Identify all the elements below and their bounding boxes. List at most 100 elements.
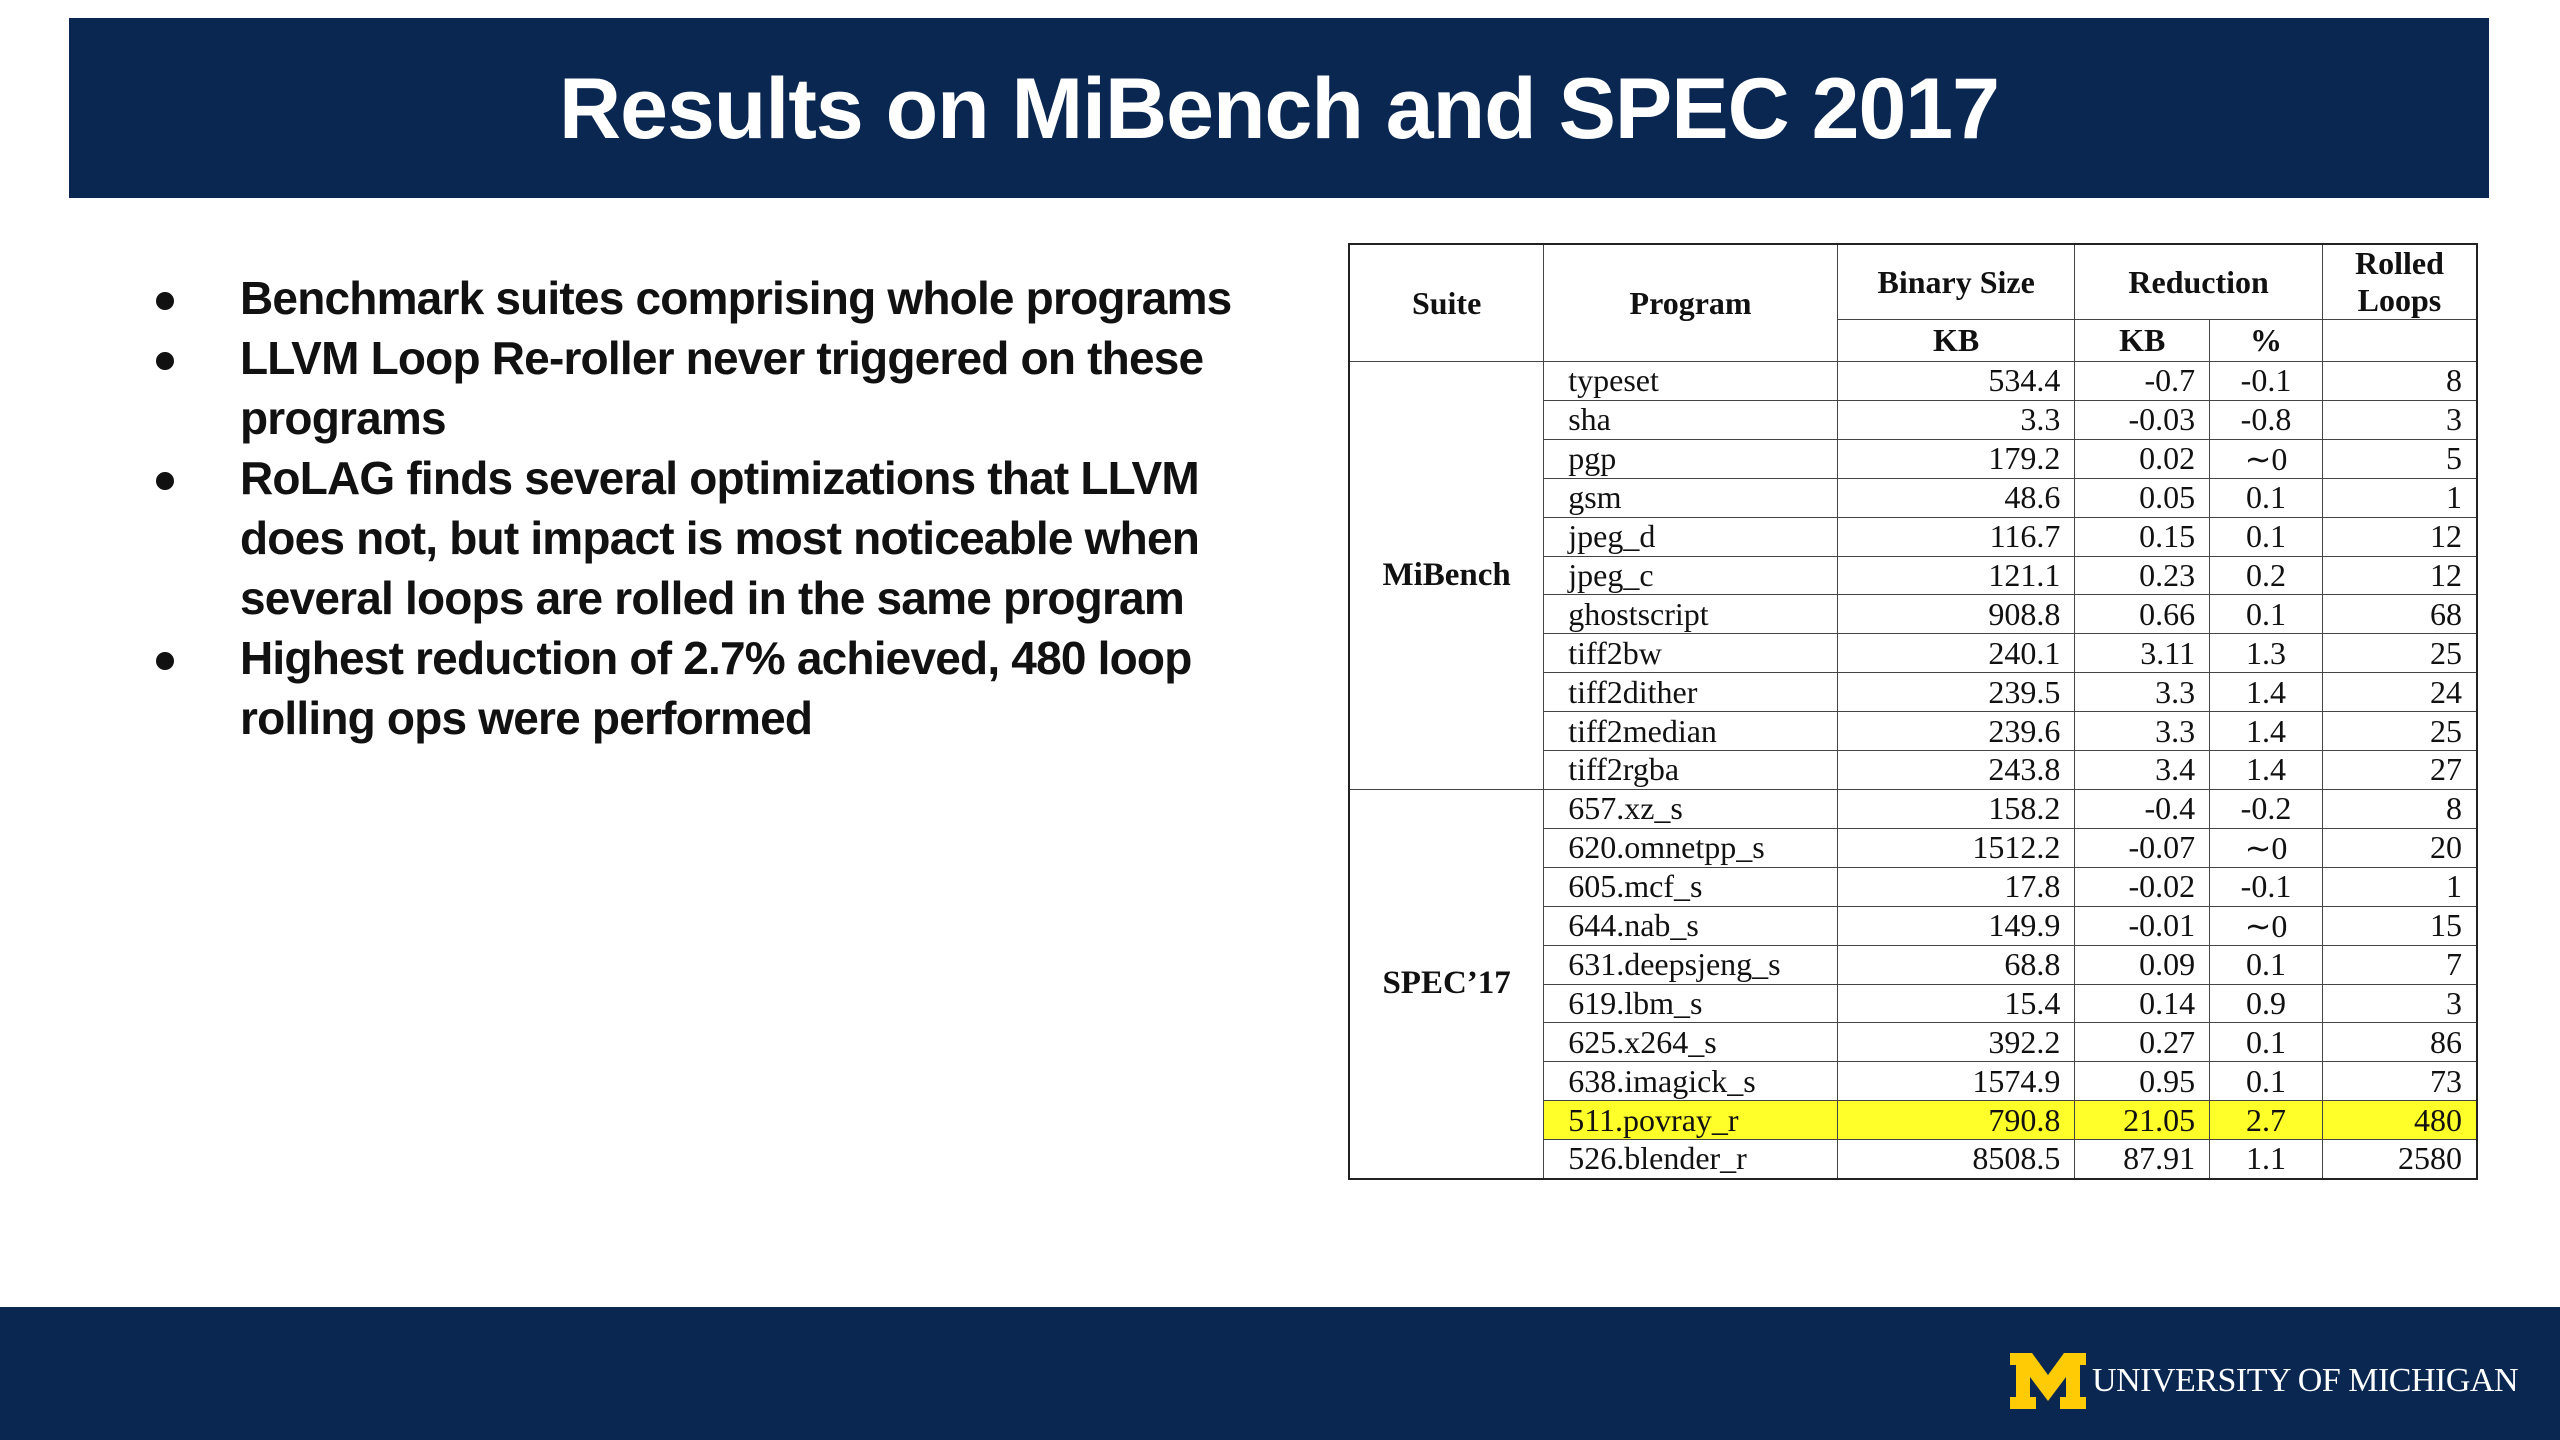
block-m-icon: [2010, 1353, 2087, 1409]
table-row: jpeg_d 116.7 0.15 0.1 12: [1349, 516, 2478, 557]
footer-bar: UNIVERSITY OF MICHIGAN: [0, 1307, 2560, 1440]
program-cell: ghostscript: [1543, 594, 1838, 635]
rolled-loops-cell: 480: [2321, 1100, 2478, 1141]
binary-size-cell: 239.6: [1836, 711, 2076, 752]
table-row: tiff2rgba 243.8 3.4 1.4 27: [1349, 750, 2478, 790]
bullet-dot-icon: [156, 292, 174, 310]
university-logo: UNIVERSITY OF MICHIGAN: [2010, 1353, 2518, 1409]
suite-cell: MiBench: [1348, 361, 1545, 790]
reduction-kb-cell: -0.7: [2074, 361, 2211, 401]
reduction-kb-cell: 0.15: [2074, 516, 2211, 557]
bullet-text: LLVM Loop Re-roller never triggered on t…: [240, 332, 1204, 444]
reduction-pct-cell: 2.7: [2209, 1100, 2323, 1141]
rolled-loops-cell: 15: [2321, 905, 2478, 946]
suite-cell: SPEC’17: [1348, 788, 1545, 1180]
program-cell: tiff2median: [1543, 711, 1838, 752]
binary-size-cell: 15.4: [1836, 983, 2076, 1024]
bullet-item: LLVM Loop Re-roller never triggered on t…: [150, 328, 1260, 448]
reduction-kb-cell: -0.07: [2074, 827, 2211, 868]
program-cell: 638.imagick_s: [1543, 1061, 1838, 1102]
reduction-pct-cell: ∼0: [2209, 905, 2323, 946]
reduction-kb-cell: 0.14: [2074, 983, 2211, 1024]
header-suite: Suite: [1348, 243, 1545, 362]
reduction-kb-cell: 21.05: [2074, 1100, 2211, 1141]
bullet-item: Highest reduction of 2.7% achieved, 480 …: [150, 628, 1260, 748]
binary-size-cell: 534.4: [1836, 361, 2076, 401]
table-body: MiBench typeset 534.4 -0.7 -0.1 8 sha 3.3 -0.03-…: [1348, 361, 2478, 1180]
program-cell: sha: [1543, 399, 1838, 440]
binary-size-cell: 8508.5: [1836, 1139, 2076, 1180]
table-row: SPEC’17 657.xz_s 158.2 -0.4 -0.2 8: [1348, 788, 2478, 1180]
table-row: 644.nab_s 149.9 -0.01 ∼0 15: [1349, 905, 2478, 946]
bullet-item: Benchmark suites comprising whole progra…: [150, 268, 1260, 328]
program-cell: tiff2bw: [1543, 633, 1838, 674]
rolled-loops-cell: 3: [2321, 399, 2478, 440]
binary-size-cell: 179.2: [1836, 438, 2076, 479]
reduction-pct-cell: -0.1: [2209, 361, 2323, 401]
bullet-text: Highest reduction of 2.7% achieved, 480 …: [240, 632, 1192, 744]
table-row: MiBench typeset 534.4 -0.7 -0.1 8: [1348, 361, 2478, 790]
binary-size-cell: 48.6: [1836, 477, 2076, 518]
rolled-loops-cell: 5: [2321, 438, 2478, 479]
program-cell: 511.povray_r: [1543, 1100, 1838, 1141]
header-binary-size: Binary Size: [1836, 243, 2076, 320]
bullet-dot-icon: [156, 472, 174, 490]
rolled-loops-cell: 3: [2321, 983, 2478, 1024]
program-cell: 619.lbm_s: [1543, 983, 1838, 1024]
table-row: tiff2dither 239.5 3.3 1.4 24: [1349, 672, 2478, 713]
program-cell: typeset: [1543, 361, 1838, 401]
reduction-kb-cell: 0.66: [2074, 594, 2211, 635]
reduction-pct-cell: 1.4: [2209, 711, 2323, 752]
bullet-item: RoLAG finds several optimizations that L…: [150, 448, 1260, 628]
results-table: Suite Program Binary Size Reduction Roll…: [1348, 243, 2478, 1180]
program-cell: 644.nab_s: [1543, 905, 1838, 946]
binary-size-cell: 1574.9: [1836, 1061, 2076, 1102]
reduction-kb-cell: 3.3: [2074, 711, 2211, 752]
binary-size-cell: 392.2: [1836, 1022, 2076, 1063]
table-row: 620.omnetpp_s 1512.2 -0.07 ∼0 20: [1349, 827, 2478, 868]
reduction-pct-cell: -0.1: [2209, 866, 2323, 907]
binary-size-cell: 3.3: [1836, 399, 2076, 440]
reduction-pct-cell: 0.1: [2209, 1061, 2323, 1102]
table-row: tiff2bw 240.1 3.11 1.3 25: [1349, 633, 2478, 674]
reduction-kb-cell: -0.03: [2074, 399, 2211, 440]
table-row: tiff2median 239.6 3.3 1.4 25: [1349, 711, 2478, 752]
rolled-loops-cell: 2580: [2321, 1139, 2478, 1180]
rolled-loops-cell: 25: [2321, 711, 2478, 752]
rolled-loops-cell: 27: [2321, 750, 2478, 790]
reduction-kb-cell: 0.02: [2074, 438, 2211, 479]
program-cell: gsm: [1543, 477, 1838, 518]
binary-size-cell: 116.7: [1836, 516, 2076, 557]
reduction-pct-cell: -0.8: [2209, 399, 2323, 440]
reduction-pct-cell: 0.1: [2209, 594, 2323, 635]
binary-size-cell: 68.8: [1836, 944, 2076, 985]
binary-size-cell: 239.5: [1836, 672, 2076, 713]
table-row: 638.imagick_s 1574.9 0.95 0.1 73: [1349, 1061, 2478, 1102]
university-name: UNIVERSITY OF MICHIGAN: [2092, 1362, 2518, 1399]
binary-size-cell: 1512.2: [1836, 827, 2076, 868]
bullet-dot-icon: [156, 352, 174, 370]
binary-size-cell: 908.8: [1836, 594, 2076, 635]
reduction-kb-cell: 3.11: [2074, 633, 2211, 674]
rolled-loops-cell: 8: [2321, 361, 2478, 401]
reduction-kb-cell: -0.4: [2074, 788, 2211, 829]
reduction-kb-cell: 3.4: [2074, 750, 2211, 790]
rolled-loops-cell: 1: [2321, 866, 2478, 907]
program-cell: 631.deepsjeng_s: [1543, 944, 1838, 985]
reduction-kb-cell: 87.91: [2074, 1139, 2211, 1180]
header-loops-label: Loops: [2357, 282, 2442, 318]
reduction-pct-cell: 0.1: [2209, 944, 2323, 985]
table-row: pgp 179.2 0.02 ∼0 5: [1349, 438, 2478, 479]
program-cell: jpeg_c: [1543, 555, 1838, 596]
rolled-loops-cell: 12: [2321, 516, 2478, 557]
program-cell: 657.xz_s: [1543, 788, 1838, 829]
header-reduction: Reduction: [2074, 243, 2323, 320]
reduction-kb-cell: 0.05: [2074, 477, 2211, 518]
reduction-kb-cell: -0.02: [2074, 866, 2211, 907]
program-cell: 620.omnetpp_s: [1543, 827, 1838, 868]
reduction-pct-cell: 1.3: [2209, 633, 2323, 674]
header-program: Program: [1543, 243, 1838, 362]
binary-size-cell: 790.8: [1836, 1100, 2076, 1141]
reduction-kb-cell: 0.27: [2074, 1022, 2211, 1063]
slide-title: Results on MiBench and SPEC 2017: [559, 60, 2000, 157]
